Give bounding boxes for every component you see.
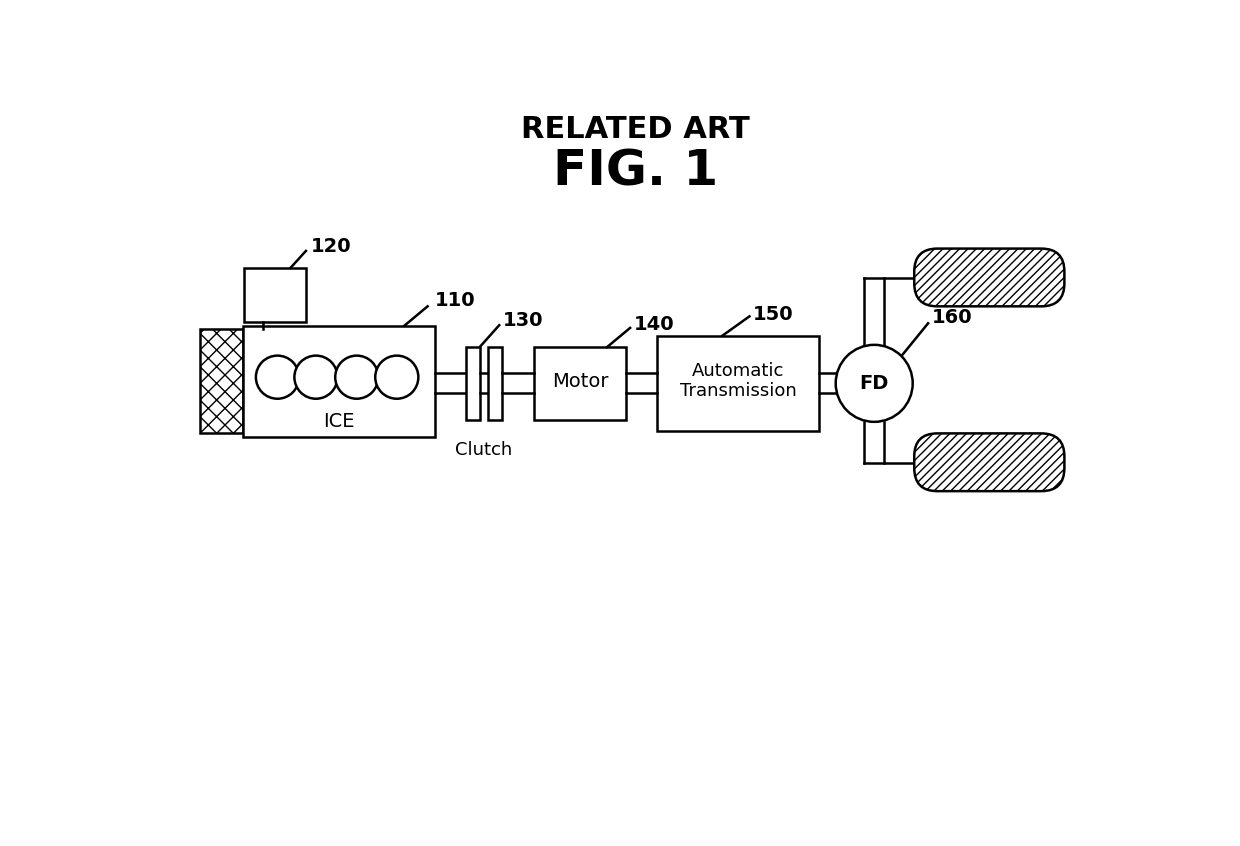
Text: 110: 110	[435, 292, 476, 310]
Circle shape	[836, 345, 913, 422]
Bar	[243, 326, 435, 437]
Circle shape	[294, 355, 337, 398]
Text: Clutch: Clutch	[455, 442, 512, 459]
Text: 160: 160	[932, 309, 972, 327]
Text: FIG. 1: FIG. 1	[553, 147, 718, 195]
Bar	[534, 347, 626, 420]
Text: FD: FD	[859, 374, 889, 393]
Text: 140: 140	[634, 315, 675, 333]
Text: 120: 120	[310, 237, 351, 255]
Bar	[657, 336, 818, 431]
Text: 150: 150	[754, 305, 794, 323]
Text: Automatic
Transmission: Automatic Transmission	[680, 361, 796, 400]
Text: RELATED ART: RELATED ART	[521, 115, 750, 144]
Bar	[487, 347, 501, 420]
Circle shape	[255, 355, 299, 398]
Text: ICE: ICE	[324, 412, 355, 431]
Bar	[201, 329, 243, 433]
Circle shape	[335, 355, 378, 398]
Bar	[466, 347, 480, 420]
FancyBboxPatch shape	[914, 433, 1064, 492]
Bar	[244, 268, 306, 321]
Text: Motor: Motor	[552, 371, 609, 391]
FancyBboxPatch shape	[914, 249, 1064, 306]
Circle shape	[376, 355, 418, 398]
Text: 130: 130	[503, 311, 543, 330]
